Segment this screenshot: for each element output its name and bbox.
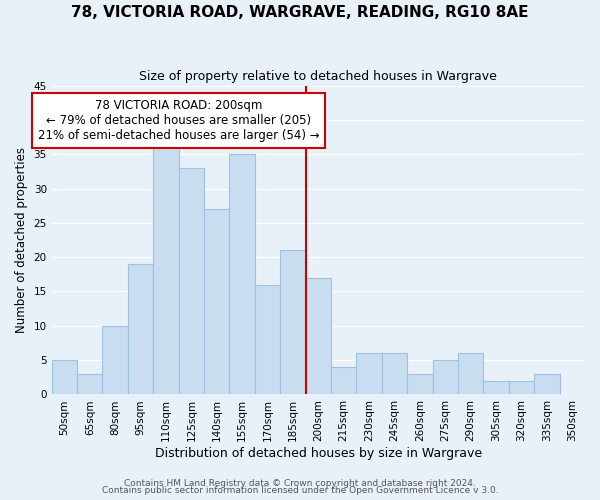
Bar bbox=[458, 354, 484, 395]
Bar bbox=[103, 326, 128, 394]
Bar bbox=[407, 374, 433, 394]
Bar bbox=[52, 360, 77, 394]
Bar bbox=[77, 374, 103, 394]
Bar bbox=[255, 284, 280, 395]
Bar bbox=[204, 209, 229, 394]
Bar bbox=[179, 168, 204, 394]
Bar bbox=[382, 354, 407, 395]
Bar bbox=[128, 264, 153, 394]
Bar bbox=[534, 374, 560, 394]
Bar bbox=[484, 380, 509, 394]
Bar bbox=[331, 367, 356, 394]
Title: Size of property relative to detached houses in Wargrave: Size of property relative to detached ho… bbox=[139, 70, 497, 83]
Bar bbox=[433, 360, 458, 394]
Bar bbox=[153, 140, 179, 394]
Text: 78 VICTORIA ROAD: 200sqm
← 79% of detached houses are smaller (205)
21% of semi-: 78 VICTORIA ROAD: 200sqm ← 79% of detach… bbox=[38, 100, 319, 142]
Text: Contains HM Land Registry data © Crown copyright and database right 2024.: Contains HM Land Registry data © Crown c… bbox=[124, 478, 476, 488]
Text: 78, VICTORIA ROAD, WARGRAVE, READING, RG10 8AE: 78, VICTORIA ROAD, WARGRAVE, READING, RG… bbox=[71, 5, 529, 20]
Bar bbox=[509, 380, 534, 394]
Bar bbox=[305, 278, 331, 394]
Bar bbox=[280, 250, 305, 394]
Y-axis label: Number of detached properties: Number of detached properties bbox=[15, 147, 28, 333]
Text: Contains public sector information licensed under the Open Government Licence v : Contains public sector information licen… bbox=[101, 486, 499, 495]
Bar bbox=[356, 354, 382, 395]
Bar bbox=[229, 154, 255, 394]
X-axis label: Distribution of detached houses by size in Wargrave: Distribution of detached houses by size … bbox=[155, 447, 482, 460]
